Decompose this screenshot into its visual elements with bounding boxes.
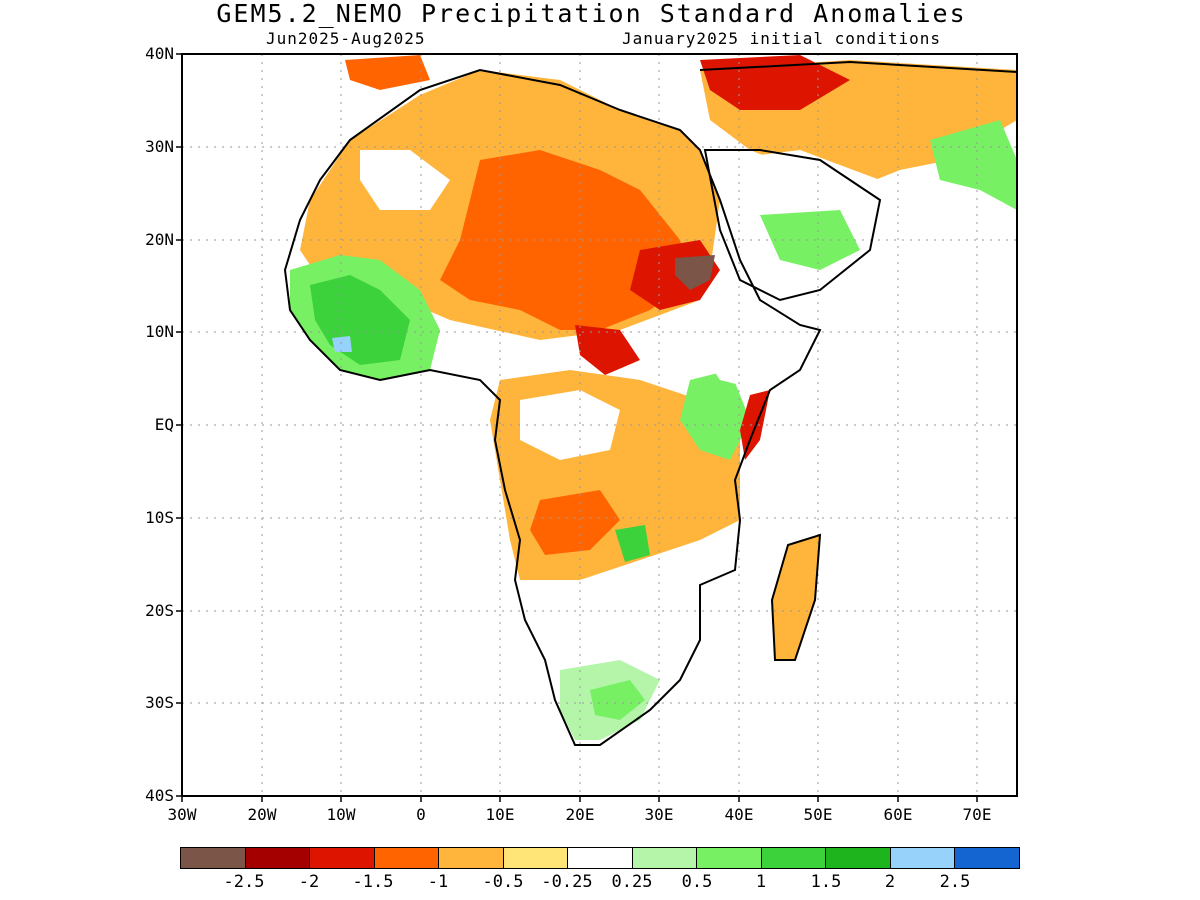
arabia-green: [760, 210, 860, 270]
y-tick-label: 20N: [145, 230, 174, 249]
madagascar: [772, 535, 820, 660]
x-tick-label: 70E: [962, 805, 992, 824]
med-coast: [345, 55, 430, 90]
sudan-brown: [675, 255, 715, 290]
x-tick-label: 30E: [644, 805, 674, 824]
tick-marks: [176, 53, 978, 802]
sahara-orange: [440, 150, 690, 330]
colorbar-label: 0.25: [611, 872, 653, 892]
anomaly-field: [182, 54, 1017, 796]
colorbar-label: 0.5: [681, 872, 713, 892]
colorbar-label: -0.25: [541, 872, 593, 892]
south-africa-green-dark: [590, 680, 645, 720]
sahel-white: [360, 150, 450, 210]
india-green: [930, 120, 1017, 210]
chart-subtitle-period: Jun2025-Aug2025: [266, 29, 426, 48]
central-red: [575, 325, 640, 375]
congo-orange: [530, 490, 620, 555]
colorbar-label: -2: [298, 872, 320, 892]
colorbar: [180, 847, 1020, 869]
y-tick-label: 30N: [145, 137, 174, 156]
colorbar-label: 2.5: [939, 872, 971, 892]
colorbar-cell: [310, 848, 375, 868]
colorbar-label: 2: [884, 872, 896, 892]
x-tick-label: 30W: [167, 805, 197, 824]
grid-lines: [182, 54, 1017, 796]
east-africa-white: [700, 300, 800, 390]
y-tick-label: 10S: [145, 508, 174, 527]
colorbar-cell: [245, 848, 311, 868]
x-tick-label: 40E: [724, 805, 754, 824]
colorbar-cell: [955, 848, 1019, 868]
colorbar-cell: [761, 848, 827, 868]
colorbar-label: 1.5: [810, 872, 842, 892]
x-tick-label: 60E: [883, 805, 913, 824]
liberia-blue: [332, 336, 352, 352]
colorbar-cell: [890, 848, 956, 868]
colorbar-label: -1: [427, 872, 449, 892]
y-tick-label: 40N: [145, 44, 174, 63]
x-tick-label: 20E: [565, 805, 595, 824]
zambia-green: [615, 525, 650, 562]
coastline-outline: [283, 60, 1017, 746]
y-tick-label: 10N: [145, 322, 174, 341]
colorbar-cell: [632, 848, 698, 868]
colorbar-cell: [503, 848, 569, 868]
colorbar-label: 1: [755, 872, 767, 892]
colorbar-cell: [697, 848, 762, 868]
y-tick-label: EQ: [154, 415, 174, 434]
chart-subtitle-init: January2025 initial conditions: [622, 29, 941, 48]
colorbar-cell: [826, 848, 891, 868]
y-tick-label: 20S: [145, 601, 174, 620]
colorbar-cell: [181, 848, 246, 868]
x-tick-label: 0: [416, 805, 426, 824]
x-tick-label: 10E: [485, 805, 515, 824]
x-tick-label: 20W: [247, 805, 277, 824]
colorbar-label: -1.5: [352, 872, 394, 892]
colorbar-label: -2.5: [223, 872, 265, 892]
colorbar-label: -0.5: [482, 872, 524, 892]
chart-title: GEM5.2_NEMO Precipitation Standard Anoma…: [216, 0, 967, 28]
east-africa-green: [680, 370, 750, 460]
congo-white: [520, 390, 620, 460]
y-tick-label: 40S: [145, 786, 174, 805]
y-tick-label: 30S: [145, 693, 174, 712]
x-tick-label: 50E: [803, 805, 833, 824]
colorbar-cell: [568, 848, 633, 868]
colorbar-cell: [374, 848, 440, 868]
colorbar-cell: [439, 848, 504, 868]
x-tick-label: 10W: [326, 805, 356, 824]
